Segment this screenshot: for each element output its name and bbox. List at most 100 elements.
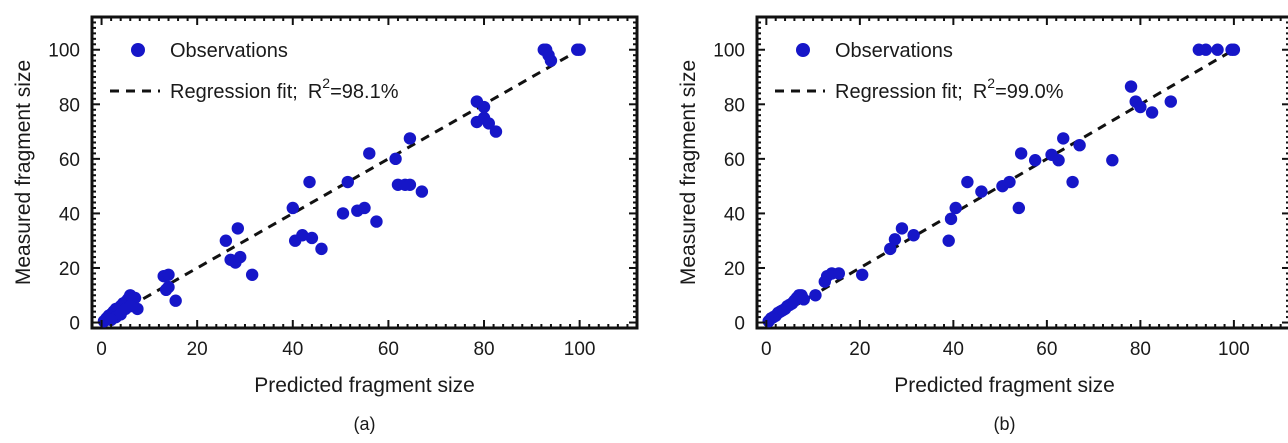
observation-point	[1012, 201, 1026, 215]
panel-b-fit	[765, 48, 1235, 324]
legend-observations-label: Observations	[170, 40, 288, 62]
observation-point	[573, 43, 586, 56]
observation-point	[124, 299, 137, 313]
observation-point	[341, 175, 354, 189]
observation-point	[169, 294, 182, 307]
plot-frame	[755, 15, 1288, 330]
y-tick-label: 100	[48, 41, 80, 62]
legend-fit-text: Regression fit;	[835, 81, 963, 103]
observation-point	[1211, 43, 1224, 56]
observation-point	[305, 231, 319, 245]
panel-b-axes	[755, 15, 1288, 330]
regression-fit-line	[765, 48, 1235, 324]
observation-point	[219, 234, 233, 247]
observation-point	[855, 268, 869, 282]
observation-point	[296, 229, 309, 242]
observation-point	[949, 201, 962, 215]
x-tick-label: 0	[761, 339, 772, 360]
x-axis-title: Predicted fragment size	[254, 374, 475, 397]
observation-point	[415, 185, 429, 198]
observation-point	[286, 201, 299, 215]
x-tick-label: 60	[1036, 339, 1057, 360]
observation-point	[315, 242, 328, 256]
observation-point	[884, 242, 897, 256]
observation-point	[1199, 43, 1213, 56]
legend-fit-label: Regression fit; R2=99.0%	[835, 75, 1064, 103]
panel-a-legend: Observations Regression fit; R2=98.1%	[110, 40, 399, 103]
x-tick-label: 60	[378, 339, 399, 360]
panel-b-legend: Observations Regression fit; R2=99.0%	[775, 40, 1064, 103]
observation-point	[231, 222, 245, 235]
y-tick-label: 0	[734, 314, 745, 335]
observation-point	[544, 54, 558, 67]
observation-point	[403, 178, 417, 191]
observation-point	[944, 212, 958, 226]
x-tick-label: 80	[1130, 339, 1151, 360]
panel-a-fit	[100, 48, 581, 324]
y-tick-label: 100	[713, 41, 745, 62]
observation-point	[358, 201, 371, 215]
observation-point	[1028, 154, 1042, 167]
observation-point	[907, 229, 920, 242]
legend-r2-superscript: 2	[322, 75, 330, 91]
observation-point	[895, 222, 909, 235]
observation-point	[832, 267, 846, 280]
y-tick-label: 20	[59, 259, 80, 280]
observation-point	[389, 152, 402, 166]
observation-point	[403, 132, 417, 145]
observation-point	[104, 313, 118, 327]
panel-caption: (b)	[994, 414, 1016, 434]
y-axis-title: Measured fragment size	[677, 60, 700, 285]
y-tick-label: 60	[724, 150, 745, 171]
observation-point	[1106, 154, 1119, 167]
legend-fit-text: Regression fit;	[170, 81, 298, 103]
observation-point	[961, 175, 974, 189]
x-tick-label: 20	[187, 339, 208, 360]
x-tick-label: 100	[1218, 339, 1250, 360]
observation-point	[303, 175, 316, 189]
observation-point	[1066, 175, 1079, 189]
legend-r2-superscript: 2	[987, 75, 995, 91]
panel-a-points	[97, 43, 586, 328]
panel-b-points	[762, 43, 1241, 328]
y-tick-label: 40	[59, 204, 80, 225]
observation-point	[1227, 43, 1241, 56]
panel-b-ticks: 0 20 40 60 80 100 0 20 40 60 80 100	[713, 16, 1288, 360]
x-tick-label: 0	[96, 339, 107, 360]
observation-point	[1134, 100, 1147, 114]
legend-r2-value: =99.0%	[995, 81, 1064, 103]
plot-frame	[90, 15, 639, 330]
x-tick-label: 100	[564, 339, 596, 360]
legend-r2-symbol: R	[973, 81, 987, 103]
panel-a-ticks: 0 20 40 60 80 100 0 20 40 60 80 100	[48, 16, 638, 360]
observation-point	[1073, 139, 1086, 152]
observation-point	[159, 283, 173, 297]
observation-point	[370, 215, 383, 228]
y-tick-label: 40	[724, 204, 745, 225]
legend-r2-value: =98.1%	[330, 81, 399, 103]
observation-point	[1014, 147, 1028, 160]
observation-point	[162, 268, 175, 282]
legend-fit-label: Regression fit; R2=98.1%	[170, 75, 399, 103]
y-tick-label: 60	[59, 150, 80, 171]
regression-fit-line	[100, 48, 581, 324]
x-tick-label: 20	[849, 339, 870, 360]
observation-point	[888, 233, 902, 246]
observation-point	[489, 125, 503, 138]
observation-point	[234, 250, 247, 264]
y-tick-label: 20	[724, 259, 745, 280]
panel-a: 0 20 40 60 80 100 0 20 40 60 80 100 Observations Re…	[12, 15, 639, 434]
observation-point	[1003, 175, 1016, 189]
y-tick-label: 80	[724, 95, 745, 116]
observation-point	[482, 117, 495, 130]
x-tick-label: 80	[473, 339, 494, 360]
panel-a-axes	[90, 15, 639, 330]
observation-point	[797, 293, 810, 306]
legend-observations-marker	[796, 43, 810, 57]
y-tick-label: 0	[69, 314, 80, 335]
observation-point	[975, 185, 988, 198]
x-axis-title: Predicted fragment size	[894, 374, 1115, 397]
observation-point	[1052, 154, 1065, 167]
